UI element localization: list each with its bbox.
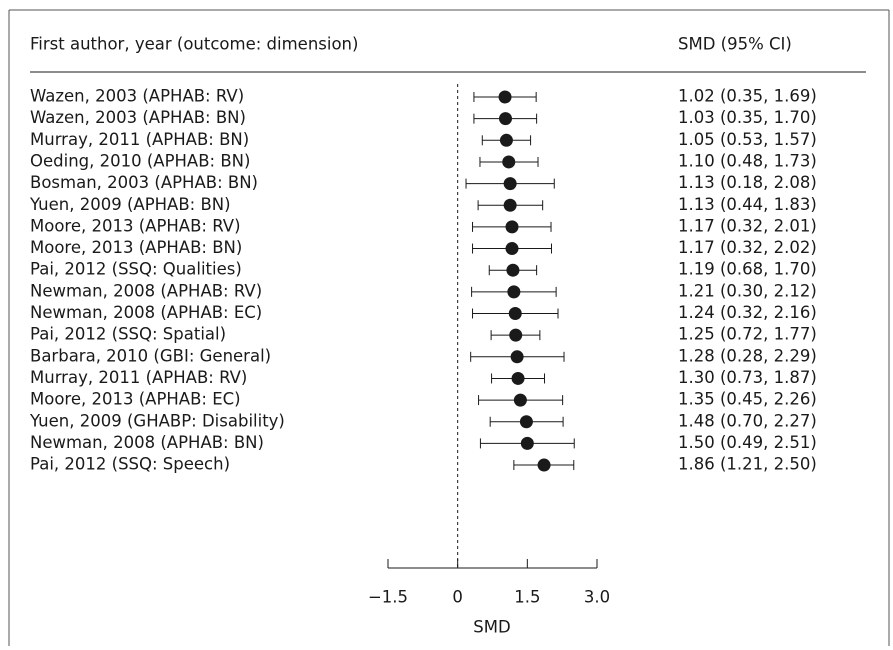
x-tick-label: 1.5: [514, 588, 540, 607]
x-tick-label: 0: [452, 588, 463, 607]
study-label: Newman, 2008 (APHAB: BN): [30, 433, 264, 452]
study-label: Newman, 2008 (APHAB: RV): [30, 281, 262, 300]
study-label: Barbara, 2010 (GBI: General): [30, 346, 271, 365]
point-estimate: [506, 263, 520, 277]
point-estimate: [505, 220, 519, 234]
estimate-label: 1.24 (0.32, 2.16): [678, 303, 817, 322]
study-label: Pai, 2012 (SSQ: Spatial): [30, 325, 226, 344]
estimate-label: 1.21 (0.30, 2.12): [678, 281, 817, 300]
study-label: Wazen, 2003 (APHAB: BN): [30, 108, 246, 127]
estimate-label: 1.13 (0.44, 1.83): [678, 195, 817, 214]
point-estimate: [507, 285, 521, 299]
estimate-label: 1.25 (0.72, 1.77): [678, 325, 817, 344]
estimate-label: 1.02 (0.35, 1.69): [678, 87, 817, 106]
study-label: Newman, 2008 (APHAB: EC): [30, 303, 262, 322]
study-label: Wazen, 2003 (APHAB: RV): [30, 87, 244, 106]
study-label: Moore, 2013 (APHAB: RV): [30, 216, 241, 235]
study-label: Yuen, 2009 (APHAB: BN): [29, 195, 231, 214]
point-estimate: [498, 90, 512, 104]
study-label: Moore, 2013 (APHAB: EC): [30, 390, 241, 409]
study-label: Pai, 2012 (SSQ: Qualities): [30, 260, 242, 279]
point-estimate: [505, 242, 519, 256]
point-estimate: [509, 328, 523, 342]
point-estimate: [503, 177, 517, 191]
estimate-label: 1.30 (0.73, 1.87): [678, 368, 817, 387]
point-estimate: [499, 112, 513, 126]
estimate-label: 1.10 (0.48, 1.73): [678, 151, 817, 170]
point-estimate: [511, 371, 525, 385]
x-tick-label: −1.5: [368, 588, 408, 607]
estimate-label: 1.03 (0.35, 1.70): [678, 108, 817, 127]
x-axis-label: SMD: [473, 618, 510, 637]
estimate-label: 1.19 (0.68, 1.70): [678, 260, 817, 279]
study-label: Oeding, 2010 (APHAB: BN): [30, 151, 250, 170]
estimate-label: 1.17 (0.32, 2.02): [678, 238, 817, 257]
estimate-label: 1.13 (0.18, 2.08): [678, 173, 817, 192]
x-tick-label: 3.0: [584, 588, 610, 607]
study-label: Murray, 2011 (APHAB: RV): [30, 368, 247, 387]
point-estimate: [502, 155, 516, 169]
estimate-label: 1.35 (0.45, 2.26): [678, 390, 817, 409]
point-estimate: [519, 415, 533, 429]
column-header: SMD (95% CI): [678, 35, 792, 54]
point-estimate: [537, 458, 551, 472]
estimate-label: 1.05 (0.53, 1.57): [678, 130, 817, 149]
study-label: Murray, 2011 (APHAB: BN): [30, 130, 249, 149]
estimate-label: 1.17 (0.32, 2.01): [678, 216, 817, 235]
study-label: Moore, 2013 (APHAB: BN): [30, 238, 242, 257]
estimate-label: 1.86 (1.21, 2.50): [678, 455, 817, 474]
estimate-label: 1.48 (0.70, 2.27): [678, 411, 817, 430]
point-estimate: [513, 393, 527, 407]
point-estimate: [503, 198, 517, 212]
point-estimate: [520, 436, 534, 450]
column-header: First author, year (outcome: dimension): [30, 35, 358, 54]
study-label: Bosman, 2003 (APHAB: BN): [30, 173, 258, 192]
study-label: Yuen, 2009 (GHABP: Disability): [29, 411, 285, 430]
point-estimate: [508, 307, 522, 320]
point-estimate: [510, 350, 524, 364]
study-label: Pai, 2012 (SSQ: Speech): [30, 455, 230, 474]
estimate-label: 1.28 (0.28, 2.29): [678, 346, 817, 365]
estimate-label: 1.50 (0.49, 2.51): [678, 433, 817, 452]
point-estimate: [499, 133, 513, 147]
